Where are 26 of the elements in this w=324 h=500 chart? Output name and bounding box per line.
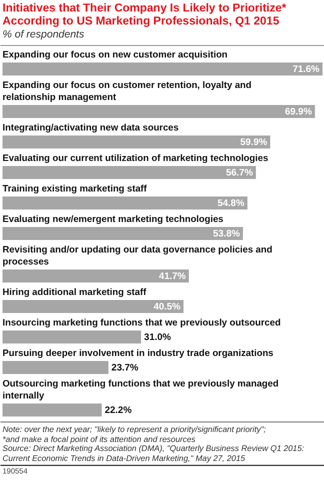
data-label: 54.8%	[217, 198, 245, 209]
data-label: 69.9%	[284, 106, 312, 118]
data-label: 59.9%	[240, 137, 268, 148]
data-label: 41.7%	[158, 271, 186, 282]
data-label: 22.2%	[104, 405, 132, 416]
y-tick-label: Hiring additional marketing staff	[2, 286, 148, 297]
data-label: 40.5%	[154, 302, 182, 312]
data-label: 31.0%	[144, 332, 172, 343]
y-tick-label: Integrating/activating new data sources	[2, 122, 179, 132]
y-tick-label: Insourcing marketing functions that we previously outsourced	[2, 316, 281, 328]
chart-title: Initiatives that Their Company Is Likely to Prioritize* According to US Marketing Professionals, Q1 2015	[2, 2, 287, 28]
data-label: 71.6%	[292, 64, 320, 75]
data-label: 56.7%	[226, 168, 254, 178]
y-tick-label: Training existing marketing staff	[2, 182, 148, 194]
data-label: 23.7%	[111, 362, 139, 374]
y-tick-label: Pursuing deeper involvement in industry trade organizations	[2, 347, 274, 358]
y-tick-label: Evaluating our current utilization of marketing technologies	[2, 152, 268, 163]
y-tick-label: Outsourcing marketing functions that we previously managed internally	[2, 378, 279, 401]
source-note: Source: Direct Marketing Association (DMA), "Quarterly Business Review Q1 2015: Current Economic Trends in Data-Driven Marketing," May 27, 2015	[2, 444, 304, 464]
y-tick-label: Expanding our focus on new customer acquisition	[2, 48, 228, 60]
y-tick-label: Evaluating new/emergent marketing technologies	[2, 213, 224, 224]
data-label: 53.8%	[213, 228, 240, 240]
y-tick-label: Expanding our focus on customer retention, loyalty and relationship management	[2, 79, 252, 102]
chart-subtitle: % of respondents	[2, 28, 85, 40]
y-tick-label: Revisiting and/or updating our data governance policies and processes	[2, 244, 273, 267]
text: Note: over the next year; "likely to represent a priority/significant priority"; *and make a focal point of its attention and resources	[2, 425, 266, 444]
